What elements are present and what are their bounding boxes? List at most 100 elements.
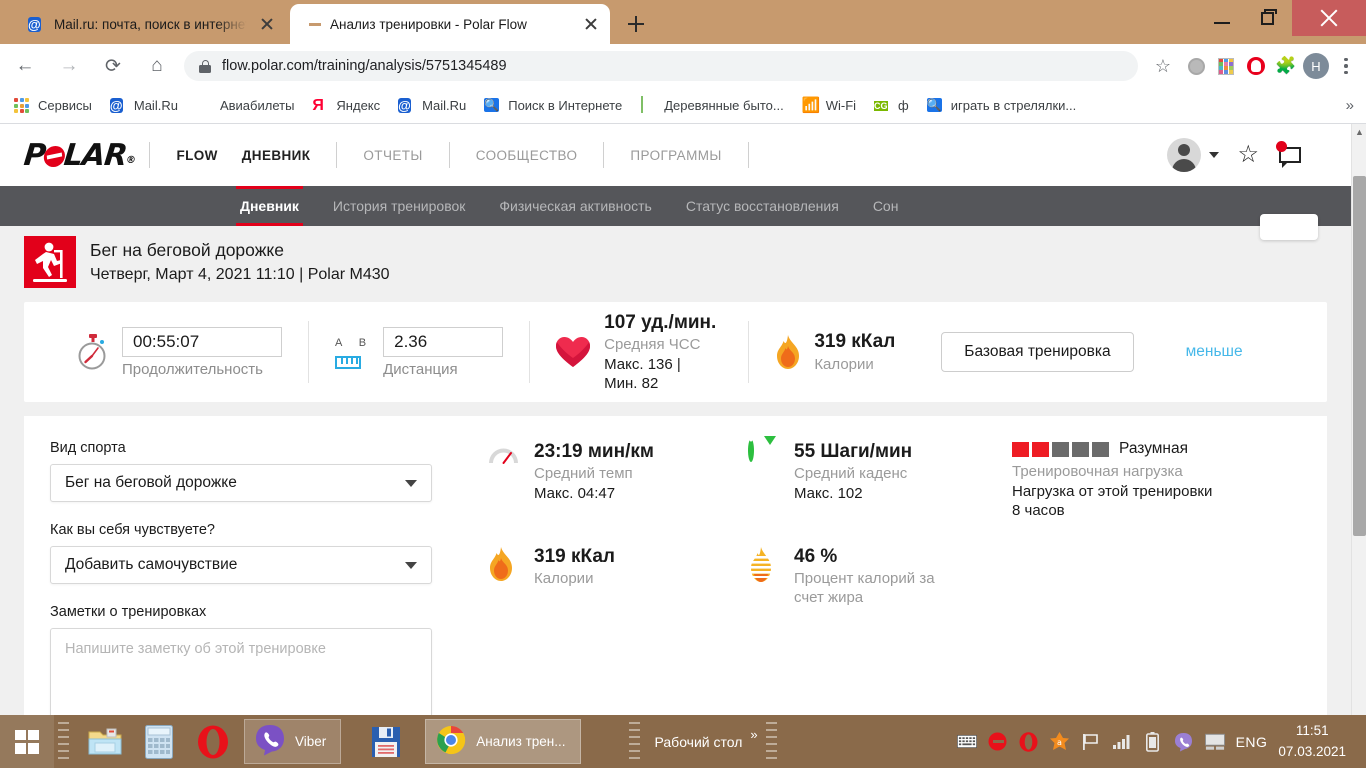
taskbar-grip[interactable] (58, 721, 74, 762)
bookmark-avia[interactable]: Авиабилеты (196, 97, 294, 114)
nav-reports[interactable]: ОТЧЕТЫ (363, 147, 423, 163)
opera-mini-icon[interactable] (988, 732, 1008, 752)
show-less-link[interactable]: меньше (1185, 343, 1243, 360)
feeling-label: Как вы себя чувствуете? (50, 522, 215, 538)
opera-icon[interactable] (1019, 731, 1039, 752)
bookmark-mailru-2[interactable]: @ Mail.Ru (398, 97, 466, 114)
base-training-button[interactable]: Базовая тренировка (941, 332, 1134, 372)
extension-adblock-icon[interactable] (1242, 52, 1270, 80)
windows-start-icon[interactable] (0, 715, 54, 768)
polar-logo[interactable]: P LAR® (22, 137, 136, 173)
search-icon: 🔍 (926, 98, 942, 112)
calories-label: Калории (814, 355, 874, 373)
feeling-select[interactable]: Добавить самочувствие (50, 546, 432, 584)
subnav-diary[interactable]: Дневник (236, 186, 303, 226)
window-maximize-button[interactable] (1246, 0, 1292, 36)
nav-programs[interactable]: ПРОГРАММЫ (630, 147, 722, 163)
flag-icon[interactable] (1081, 732, 1101, 752)
nav-diary[interactable]: ДНЕВНИК (241, 147, 311, 163)
opera-icon[interactable] (186, 715, 240, 768)
bookmark-internet-search[interactable]: 🔍 Поиск в Интернете (484, 97, 622, 114)
bookmark-cg[interactable]: CG ф (874, 97, 909, 114)
display-icon[interactable] (1204, 732, 1225, 752)
avast-icon[interactable]: a (1050, 732, 1070, 752)
battery-icon[interactable] (1143, 731, 1163, 752)
notes-textarea[interactable]: Напишите заметку об этой тренировке (50, 628, 432, 715)
avatar[interactable] (1167, 138, 1202, 172)
bookmark-services[interactable]: Сервисы (14, 97, 92, 114)
partially-hidden-button[interactable] (1260, 214, 1318, 240)
scroll-up-icon[interactable]: ▲ (1355, 127, 1364, 137)
distance-ab-label: A B (335, 337, 374, 349)
subnav-recovery-status[interactable]: Статус восстановления (685, 198, 839, 214)
bookmark-wooden[interactable]: Деревянные быто... (640, 96, 784, 114)
taskbar-overflow-icon[interactable]: » (750, 727, 758, 742)
back-button[interactable]: ← (15, 55, 35, 76)
subnav-training-history[interactable]: История тренировок (332, 198, 466, 214)
bookmark-mailru-1[interactable]: @ Mail.Ru (109, 97, 178, 114)
floppy-save-icon[interactable] (359, 715, 413, 768)
calculator-icon[interactable] (132, 715, 186, 768)
training-title: Бег на беговой дорожке (90, 239, 284, 260)
notifications-icon[interactable] (1276, 141, 1303, 168)
extension-grid-icon[interactable] (1212, 52, 1240, 80)
distance-input[interactable]: 2.36 (383, 326, 504, 357)
mail-favicon-icon: @ (28, 16, 41, 32)
taskbar-task-viber[interactable]: Viber (244, 719, 342, 764)
treadmill-running-icon (24, 236, 76, 288)
extension-grey-icon[interactable] (1182, 52, 1210, 80)
duration-input[interactable]: 00:55:07 (122, 326, 282, 357)
speedometer-icon (488, 442, 520, 469)
mail-icon: @ (109, 98, 123, 113)
polar-header: P LAR® FLOW ДНЕВНИК ОТЧЕТЫ СООБЩЕСТВО ПРО… (0, 124, 1351, 186)
duration-block: 00:55:07 Продолжительность (24, 302, 282, 402)
detail-card: Вид спорта Бег на беговой дорожке Как вы… (24, 416, 1327, 715)
window-minimize-button[interactable] (1200, 0, 1246, 36)
subnav-sleep[interactable]: Сон (872, 198, 899, 214)
new-tab-button[interactable] (622, 10, 650, 38)
taskbar-clock[interactable]: 11:51 07.03.2021 (1278, 721, 1356, 762)
language-indicator[interactable]: ENG (1235, 733, 1268, 750)
browser-toolbar: ← → ⟳ ⌂ flow.polar.com/training/analysis… (0, 44, 1366, 88)
page-scrollbar[interactable]: ▲ (1351, 124, 1366, 715)
sport-select[interactable]: Бег на беговой дорожке (50, 464, 432, 502)
close-icon[interactable] (256, 13, 278, 35)
profile-avatar[interactable]: H (1302, 52, 1330, 80)
forward-button[interactable]: → (59, 55, 79, 76)
tab-title: Mail.ru: почта, поиск в интернете (54, 16, 247, 32)
window-close-button[interactable] (1292, 0, 1366, 36)
viber-icon[interactable] (1174, 732, 1194, 752)
bookmark-wifi[interactable]: 📶 Wi-Fi (802, 97, 856, 114)
chevron-down-icon[interactable] (1209, 152, 1220, 158)
close-icon[interactable] (580, 13, 602, 35)
extensions-puzzle-icon[interactable]: 🧩 (1275, 56, 1297, 75)
address-bar[interactable]: flow.polar.com/training/analysis/5751345… (184, 51, 1138, 81)
bookmark-star-icon[interactable]: ☆ (1154, 55, 1172, 76)
training-title-row: Бег на беговой дорожке Четверг, Март 4, … (0, 226, 1351, 302)
bookmarks-overflow-icon[interactable]: » (1345, 97, 1354, 114)
subnav-physical-activity[interactable]: Физическая активность (499, 198, 652, 214)
favorite-star-icon[interactable]: ☆ (1237, 141, 1259, 168)
fat-burn-icon (748, 546, 780, 588)
bookmark-games[interactable]: 🔍 играть в стрелялки... (926, 97, 1076, 114)
nav-flow[interactable]: FLOW (176, 147, 218, 163)
taskbar-grip[interactable] (628, 721, 645, 762)
browser-tab-1[interactable]: Анализ тренировки - Polar Flow (290, 4, 610, 44)
chrome-menu-button[interactable] (1332, 51, 1360, 81)
metric-value: 319 кКал (534, 545, 615, 567)
home-button[interactable]: ⌂ (151, 55, 163, 76)
reload-button[interactable]: ⟳ (105, 55, 121, 77)
nav-community[interactable]: СООБЩЕСТВО (475, 147, 578, 163)
taskbar-grip[interactable] (765, 721, 782, 762)
signal-icon[interactable] (1112, 732, 1132, 752)
browser-tab-0[interactable]: @ Mail.ru: почта, поиск в интернете (14, 4, 286, 44)
show-desktop-label[interactable]: Рабочий стол (654, 733, 743, 750)
keyboard-icon[interactable] (956, 732, 977, 752)
metric-label: Процент калорий за (794, 570, 935, 587)
bookmark-yandex[interactable]: Я Яндекс (312, 97, 380, 114)
scrollbar-thumb[interactable] (1353, 176, 1366, 536)
file-explorer-icon[interactable] (78, 715, 132, 768)
taskbar-task-chrome[interactable]: Анализ трен... (425, 719, 581, 764)
hr-value: 107 уд./мин. (604, 312, 717, 334)
taskbar: Viber Анализ трен... Рабочий стол (0, 715, 1366, 768)
